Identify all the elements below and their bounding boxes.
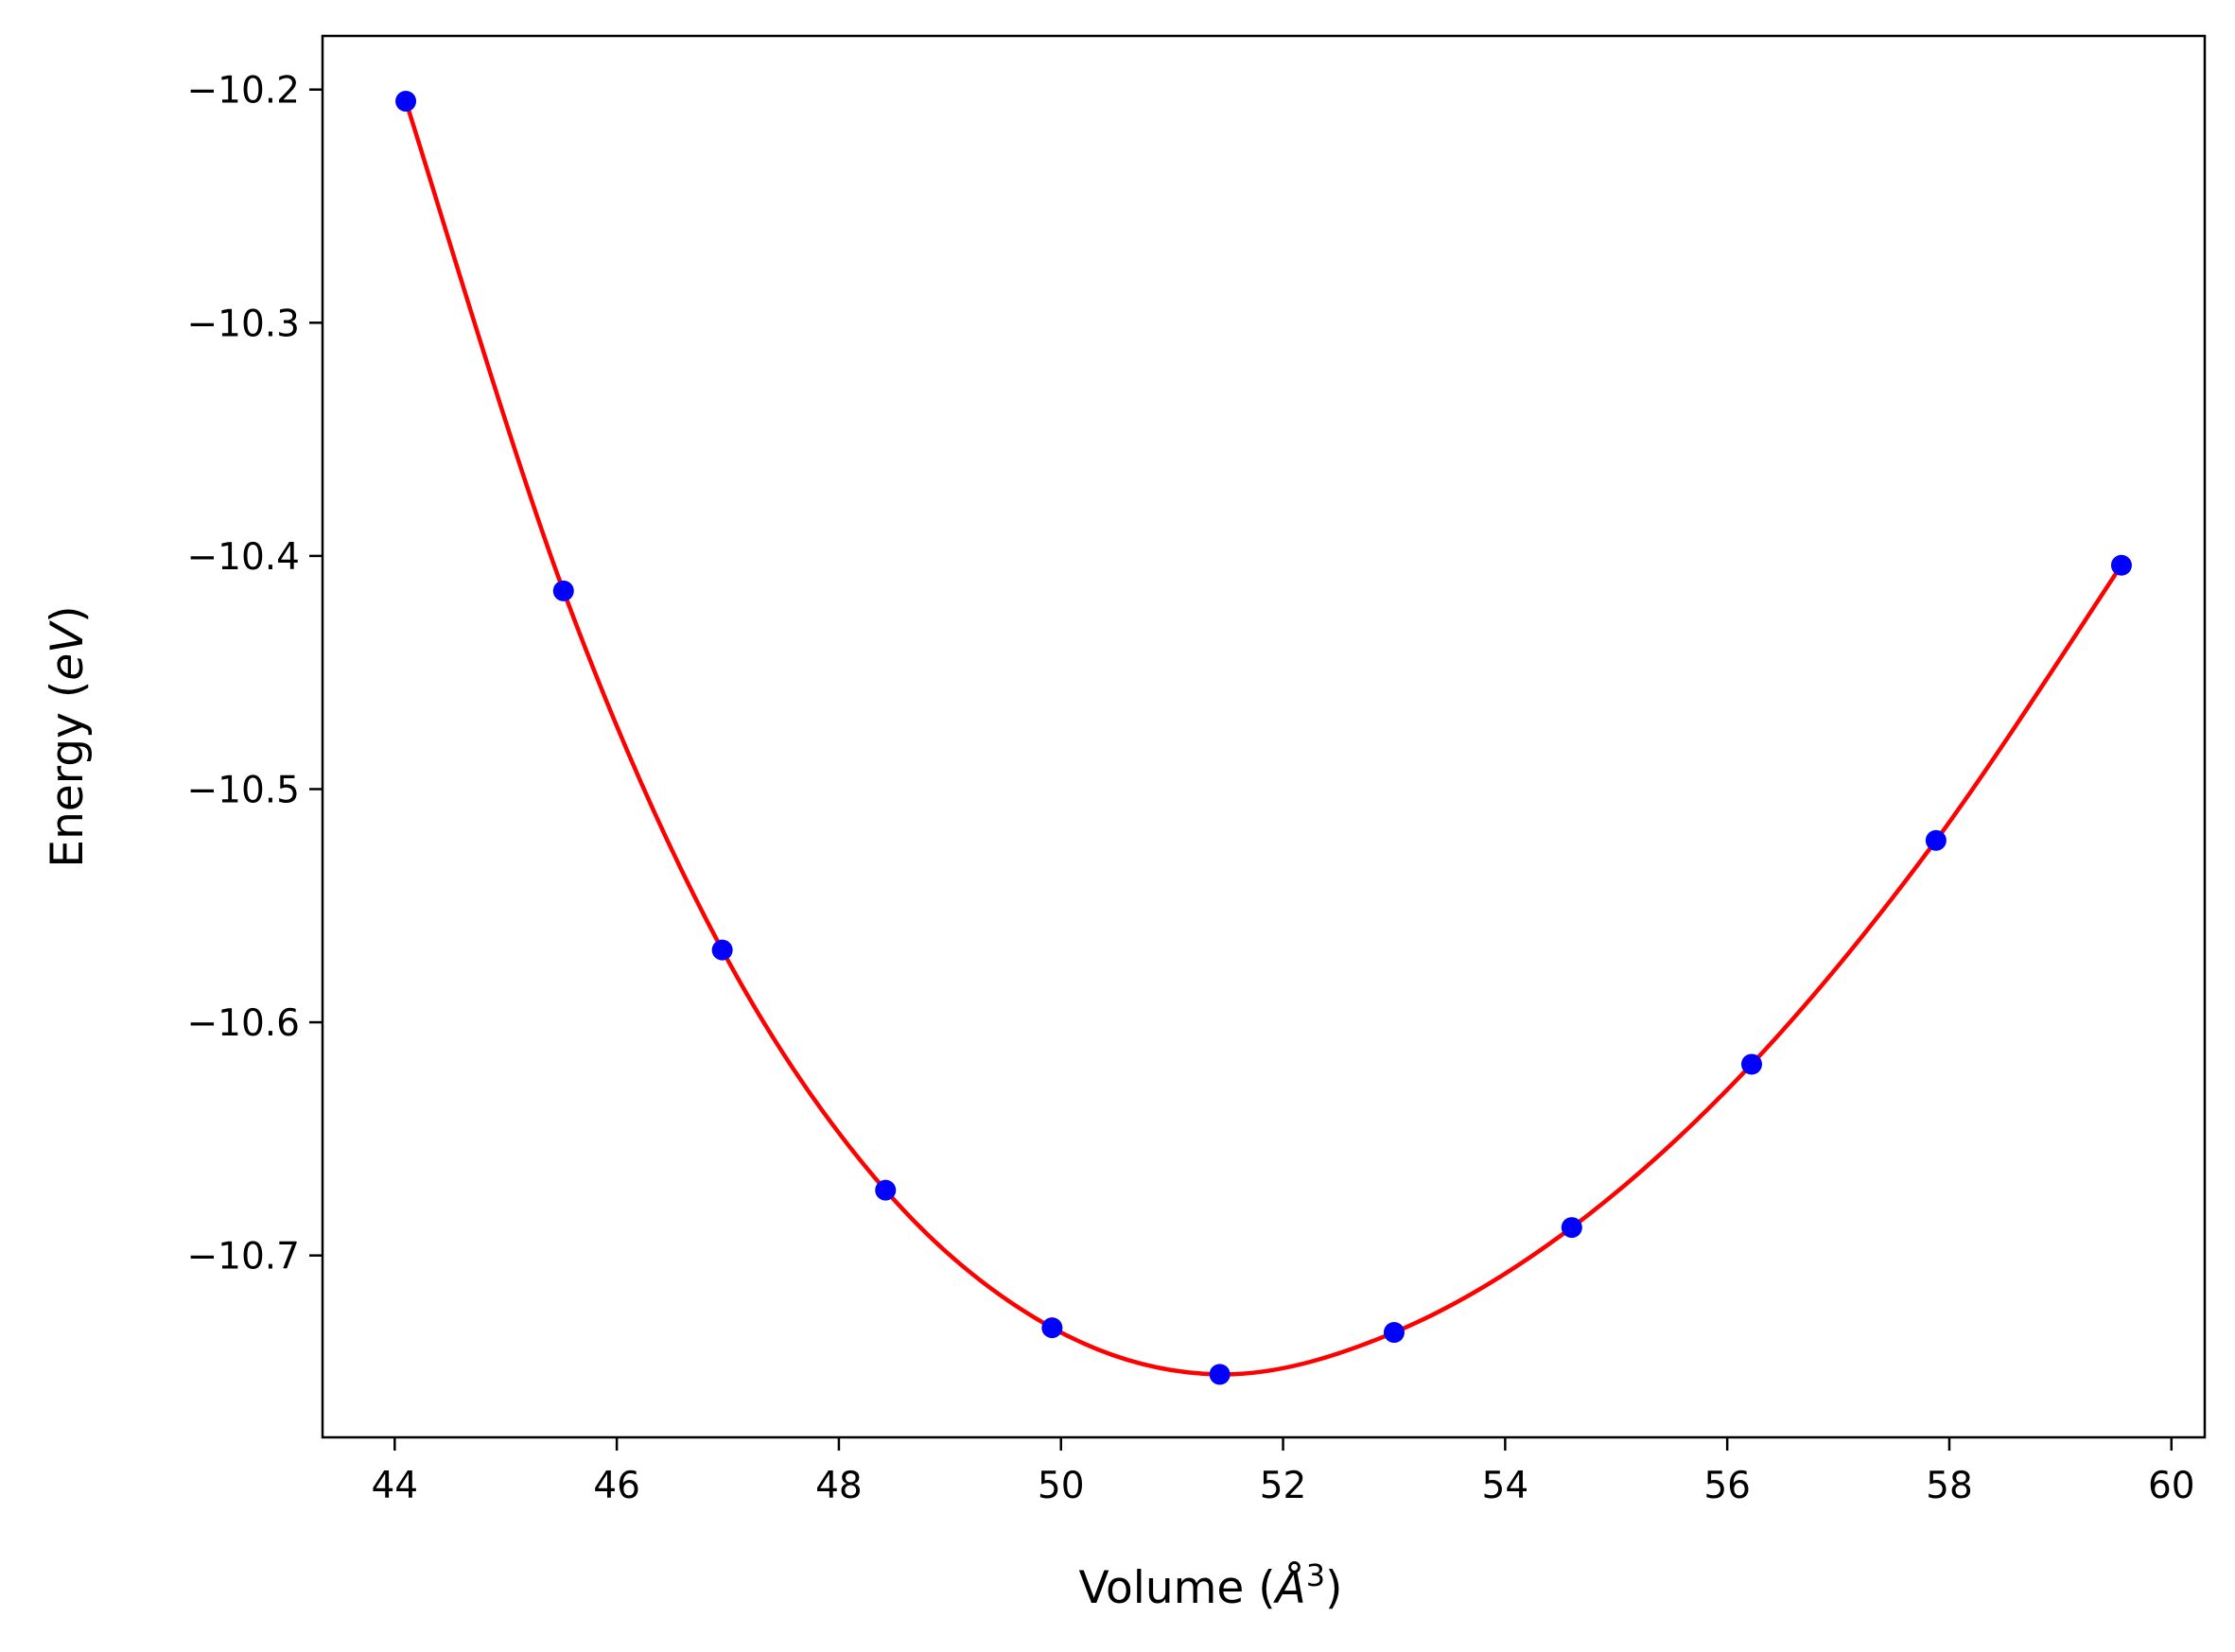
fit-curve-layer bbox=[403, 100, 2123, 1377]
y-tick-label: −10.4 bbox=[186, 536, 300, 579]
x-tick-label: 52 bbox=[1260, 1465, 1307, 1507]
data-point bbox=[711, 939, 733, 961]
x-tick-label: 44 bbox=[371, 1465, 418, 1507]
data-point bbox=[1041, 1317, 1063, 1339]
y-tick-label: −10.6 bbox=[186, 1002, 300, 1045]
x-tick-label: 56 bbox=[1703, 1465, 1751, 1507]
x-tick-label: 46 bbox=[593, 1465, 640, 1507]
x-axis-label: Volume (Å3) bbox=[1079, 1557, 1343, 1614]
x-tick-label: 54 bbox=[1482, 1465, 1529, 1507]
y-tick-label: −10.5 bbox=[186, 769, 300, 811]
y-tick-label: −10.3 bbox=[186, 303, 300, 345]
y-axis-label: Energy (eV) bbox=[42, 605, 94, 867]
data-point bbox=[1383, 1322, 1405, 1344]
x-axis-ticks: 44 46 48 50 52 54 56 58 60 bbox=[371, 1437, 2195, 1507]
data-point bbox=[875, 1179, 897, 1201]
y-tick-label: −10.7 bbox=[186, 1236, 300, 1278]
data-points-layer bbox=[395, 91, 2132, 1385]
x-tick-label: 48 bbox=[815, 1465, 863, 1507]
y-axis-ticks: −10.2 −10.3 −10.4 −10.5 −10.6 −10.7 bbox=[186, 70, 323, 1278]
x-tick-label: 58 bbox=[1926, 1465, 1973, 1507]
y-tick-label: −10.2 bbox=[186, 70, 300, 113]
data-point bbox=[395, 91, 417, 113]
data-point bbox=[552, 580, 574, 601]
fit-curve-line bbox=[403, 100, 2123, 1377]
plot-frame bbox=[321, 34, 2207, 1439]
data-point bbox=[1925, 829, 1947, 851]
data-point bbox=[1561, 1217, 1582, 1239]
data-point bbox=[2110, 554, 2132, 576]
x-tick-label: 60 bbox=[2148, 1465, 2195, 1507]
data-point bbox=[1209, 1364, 1231, 1385]
data-point bbox=[1740, 1053, 1762, 1075]
x-tick-label: 50 bbox=[1038, 1465, 1085, 1507]
